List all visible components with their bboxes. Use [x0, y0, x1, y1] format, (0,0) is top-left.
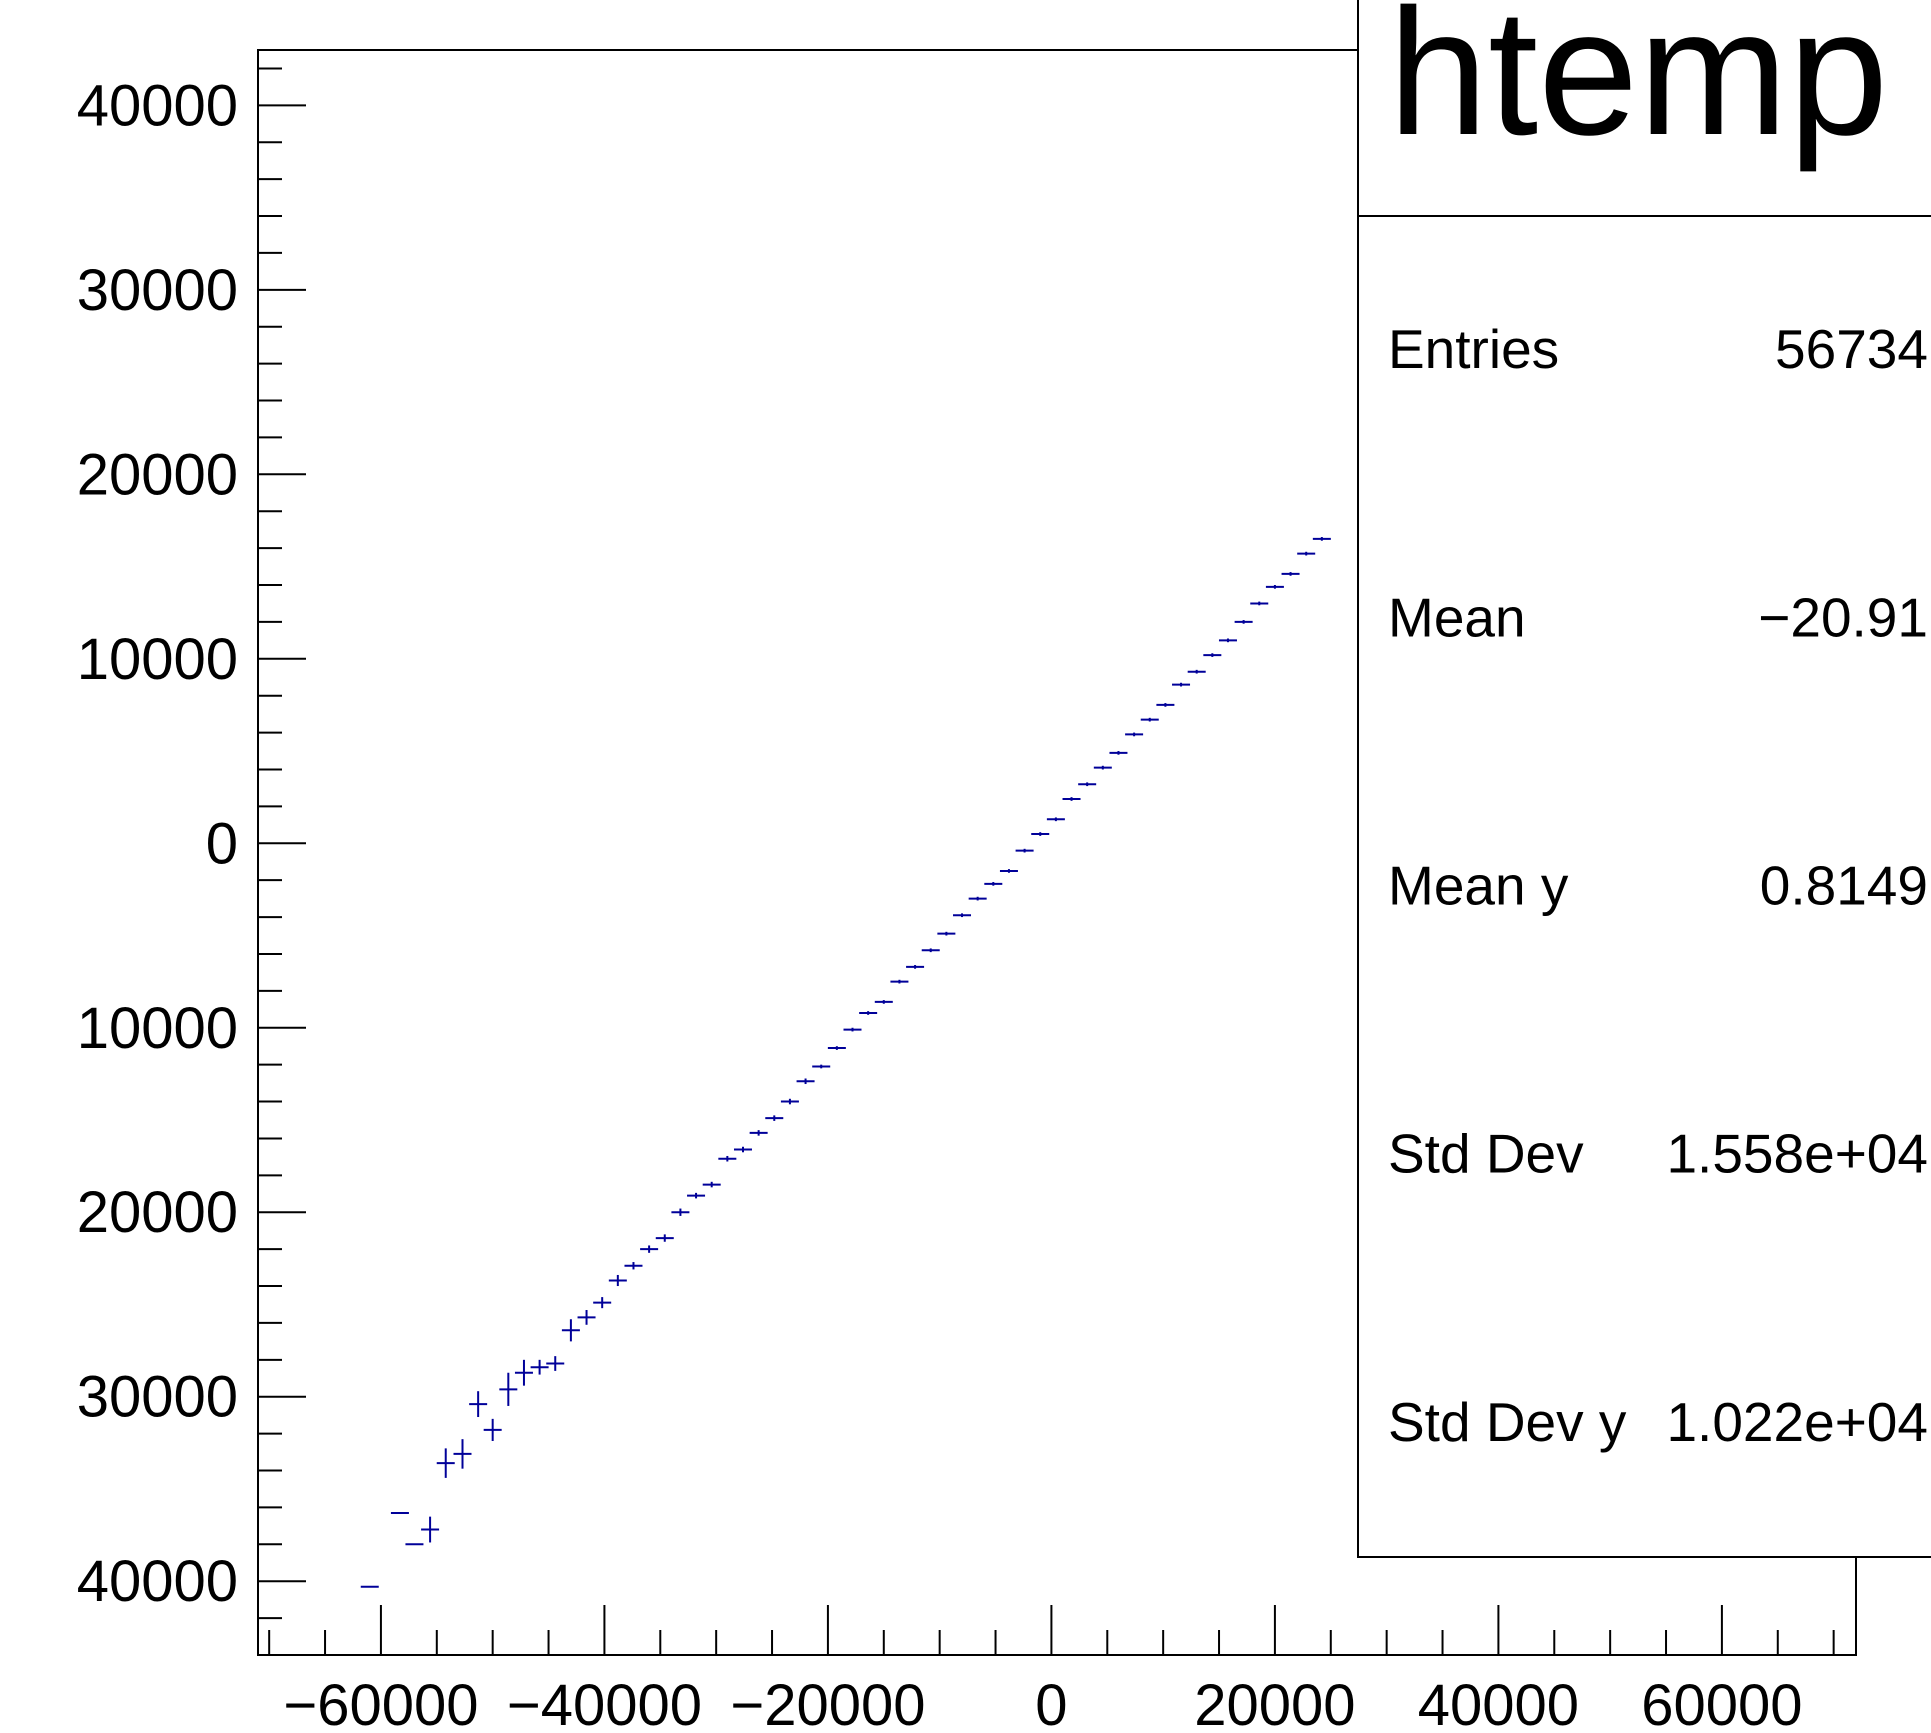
data-point — [765, 1115, 784, 1121]
y-tick-label: 40000 — [77, 1549, 238, 1614]
stats-row-label: Entries — [1388, 318, 1559, 380]
data-point — [1281, 572, 1300, 576]
data-point — [1125, 732, 1144, 737]
stats-row-value: 0.8149 — [1760, 855, 1928, 917]
data-point — [453, 1439, 472, 1469]
data-point — [843, 1027, 862, 1032]
x-tick-label: −20000 — [730, 1673, 925, 1733]
data-point — [671, 1208, 690, 1216]
data-point — [593, 1297, 612, 1309]
data-point — [937, 931, 956, 936]
y-tick-label: 20000 — [77, 442, 238, 507]
stats-row-value: 1.558e+04 — [1666, 1123, 1928, 1185]
data-point — [1297, 551, 1316, 556]
data-point — [906, 965, 925, 969]
data-point — [421, 1516, 440, 1543]
data-point — [749, 1130, 768, 1136]
data-point — [1172, 682, 1191, 687]
data-point — [561, 1319, 580, 1342]
data-point — [1265, 585, 1284, 589]
data-point — [812, 1064, 831, 1069]
data-point — [733, 1146, 752, 1153]
data-point — [1046, 817, 1065, 822]
data-point — [890, 979, 909, 984]
data-point — [687, 1192, 706, 1199]
stats-row-label: Std Dev — [1388, 1123, 1584, 1185]
data-point — [1187, 669, 1206, 674]
stats-box: htemp Entries 56734 Mean −20.91 Mean y 0.8149 S… — [1357, 0, 1931, 1558]
y-tick-label: 30000 — [77, 258, 238, 323]
data-point — [968, 896, 987, 901]
data-point — [1093, 765, 1112, 770]
data-point — [1203, 653, 1222, 657]
x-tick-label: −40000 — [507, 1673, 702, 1733]
data-point — [514, 1359, 533, 1386]
y-tick-label: 10000 — [77, 627, 238, 692]
data-point — [469, 1391, 488, 1418]
x-tick-label: −60000 — [283, 1673, 478, 1733]
stats-row-value: −20.91 — [1758, 586, 1928, 648]
data-point — [1078, 782, 1097, 787]
data-point — [530, 1359, 549, 1375]
x-tick-label: 40000 — [1418, 1673, 1579, 1733]
y-tick-label: 0 — [206, 811, 238, 876]
data-point — [1234, 620, 1253, 624]
stats-row-value: 56734 — [1775, 318, 1928, 380]
data-point — [640, 1245, 659, 1253]
stats-row-label: Std Dev y — [1388, 1391, 1627, 1453]
x-tick-label: 20000 — [1194, 1673, 1355, 1733]
data-point — [1218, 638, 1237, 643]
stats-row-label: Mean y — [1388, 855, 1569, 917]
data-point — [859, 1011, 878, 1015]
data-point — [436, 1448, 455, 1478]
data-point — [1015, 848, 1034, 853]
data-point — [546, 1356, 565, 1371]
x-tick-label: 0 — [1035, 1673, 1067, 1733]
stats-box-frame — [1357, 0, 1931, 1558]
data-point — [483, 1418, 502, 1441]
x-tick-label: 60000 — [1641, 1673, 1802, 1733]
data-point — [780, 1098, 799, 1105]
chart-title: htemp — [1388, 0, 1888, 173]
data-point — [608, 1274, 627, 1287]
data-point — [718, 1155, 737, 1162]
stats-row-label: Mean — [1388, 586, 1526, 648]
data-point — [827, 1046, 846, 1050]
y-tick-label: 10000 — [77, 996, 238, 1061]
data-point — [499, 1372, 518, 1406]
data-point — [702, 1181, 721, 1188]
data-point — [999, 869, 1018, 873]
data-point — [1250, 601, 1269, 606]
data-point — [953, 913, 972, 918]
stats-row-value: 1.022e+04 — [1666, 1391, 1928, 1453]
axes: −60000 −40000 −20000 0 20000 40000 60000 40000 3… — [77, 49, 1857, 1733]
data-point — [874, 1000, 893, 1004]
data-point — [921, 948, 940, 953]
y-tick-label: 40000 — [77, 73, 238, 138]
y-tick-label: 20000 — [77, 1180, 238, 1245]
data-point — [655, 1234, 674, 1242]
data-point — [624, 1262, 643, 1270]
data-points — [360, 537, 1331, 1588]
data-point — [1156, 703, 1175, 707]
data-point — [577, 1310, 596, 1325]
data-point — [1312, 537, 1331, 541]
data-point — [1062, 797, 1081, 801]
data-point — [1140, 717, 1159, 722]
data-point — [1031, 832, 1050, 836]
data-point — [796, 1078, 815, 1085]
data-point — [1109, 751, 1128, 755]
y-tick-label: 30000 — [77, 1365, 238, 1430]
data-point — [984, 882, 1003, 886]
